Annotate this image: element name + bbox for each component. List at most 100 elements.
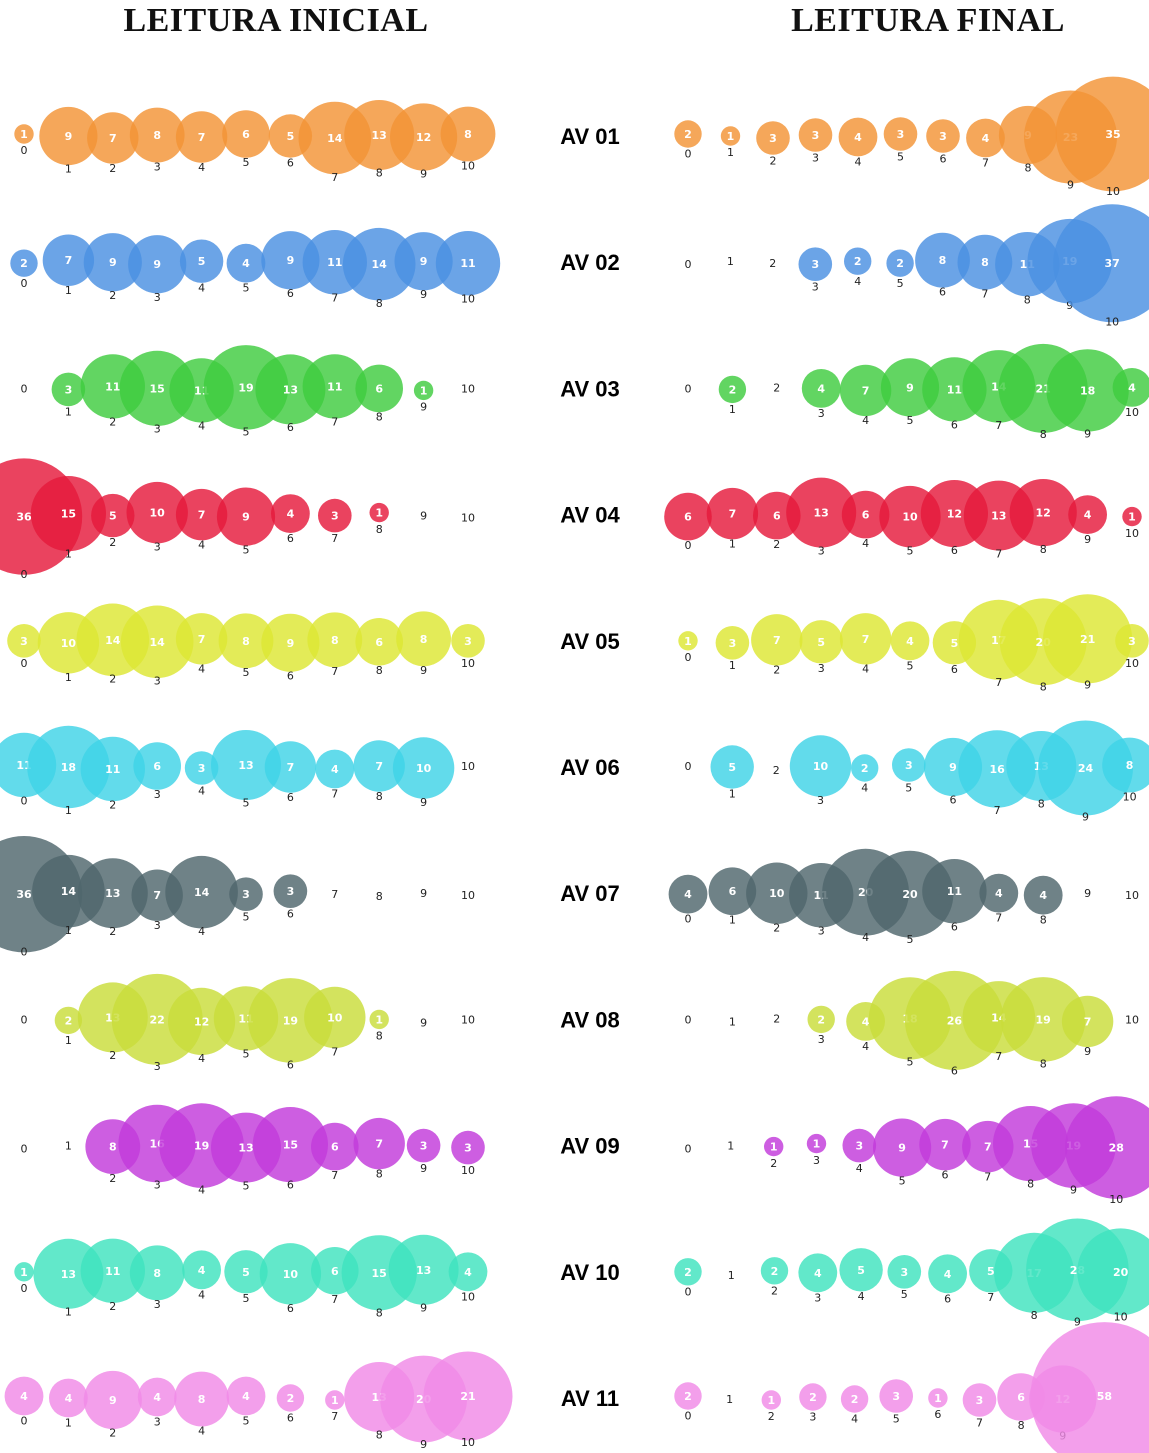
- x-tick-label: 4: [854, 275, 861, 288]
- bubble: [1061, 995, 1114, 1048]
- bubble: [184, 751, 219, 785]
- x-tick-label: 8: [1038, 798, 1045, 811]
- bubble-value-label: 9: [65, 130, 73, 143]
- bubble-value-label: 1: [375, 507, 383, 520]
- bubble-value-label: 4: [242, 1390, 250, 1403]
- x-tick-label: 6: [287, 908, 294, 921]
- x-tick-label: 4: [198, 1184, 205, 1197]
- x-tick-label: 4: [198, 663, 205, 676]
- x-tick-label: 2: [109, 536, 116, 549]
- bubble-value-label: 10: [61, 637, 77, 650]
- bubble-value-label: 18: [1080, 384, 1095, 397]
- bubble-value-label: 15: [61, 508, 76, 521]
- x-tick-label: 1: [65, 284, 72, 297]
- bubble: [304, 986, 366, 1049]
- x-tick-label: 9: [420, 1016, 427, 1029]
- bubble-value-label: 3: [420, 1140, 428, 1153]
- bubble-value-label: 7: [198, 131, 206, 144]
- x-tick-label: 7: [995, 676, 1002, 689]
- bubble: [1053, 204, 1149, 323]
- bubble-value-label: 19: [1036, 1013, 1051, 1026]
- bubble: [928, 1388, 948, 1408]
- bubble-value-label: 11: [947, 885, 962, 898]
- bubble-value-label: 3: [897, 128, 905, 141]
- x-tick-label: 2: [109, 289, 116, 302]
- x-tick-label: 4: [862, 537, 869, 550]
- bubble: [129, 107, 185, 163]
- x-tick-label: 6: [944, 1292, 951, 1305]
- bubble: [77, 858, 148, 929]
- x-tick-label: 7: [995, 912, 1002, 925]
- x-tick-label: 9: [1084, 679, 1091, 692]
- bubble-value-label: 8: [153, 1267, 161, 1280]
- x-tick-label: 5: [897, 150, 904, 163]
- x-tick-label: 9: [420, 168, 427, 181]
- x-tick-label: 10: [461, 760, 475, 773]
- bubble-value-label: 22: [150, 1013, 165, 1026]
- x-tick-label: 3: [154, 919, 161, 932]
- x-tick-label: 0: [685, 382, 692, 395]
- bubble: [226, 1376, 266, 1416]
- x-tick-label: 6: [951, 419, 958, 432]
- x-tick-label: 8: [1018, 1419, 1025, 1432]
- x-tick-label: 7: [984, 1170, 991, 1183]
- bubble: [880, 358, 940, 417]
- x-tick-label: 2: [771, 1285, 778, 1298]
- panel-final-row-2: 01233242586871181993710: [685, 204, 1149, 328]
- x-tick-label: 4: [851, 1413, 858, 1426]
- bubble-value-label: 7: [153, 889, 161, 902]
- x-tick-label: 7: [331, 532, 338, 545]
- x-tick-label: 0: [685, 258, 692, 271]
- bubble-value-label: 4: [464, 1266, 472, 1279]
- x-tick-label: 1: [65, 406, 72, 419]
- bubble: [355, 618, 404, 666]
- bubble-value-label: 9: [898, 1142, 906, 1155]
- x-tick-label: 10: [1114, 1311, 1128, 1324]
- title-leitura-inicial: LEITURA INICIAL: [123, 2, 429, 39]
- x-tick-label: 5: [907, 933, 914, 946]
- bubble-value-label: 8: [198, 1393, 206, 1406]
- bubble-value-label: 28: [1109, 1142, 1124, 1155]
- bubble-value-label: 7: [375, 1138, 383, 1151]
- bubble-value-label: 2: [65, 1014, 73, 1027]
- bubble-value-label: 15: [372, 1267, 387, 1280]
- x-tick-label: 9: [420, 288, 427, 301]
- bubble-value-label: 6: [331, 1141, 339, 1154]
- bubble: [798, 247, 833, 281]
- x-tick-label: 5: [901, 1288, 908, 1301]
- x-tick-label: 0: [685, 539, 692, 552]
- x-tick-label: 5: [243, 911, 250, 924]
- x-tick-label: 2: [773, 664, 780, 677]
- x-tick-label: 5: [243, 1292, 250, 1305]
- x-tick-label: 4: [198, 282, 205, 295]
- bubble: [315, 749, 355, 789]
- bubble: [137, 1377, 177, 1417]
- x-tick-label: 8: [376, 1307, 383, 1320]
- bubble-value-label: 1: [767, 1394, 775, 1407]
- bubble-value-label: 7: [65, 254, 73, 267]
- bubble: [678, 631, 698, 651]
- bubble-value-label: 9: [949, 761, 957, 774]
- x-tick-label: 7: [994, 804, 1001, 817]
- x-tick-label: 2: [773, 764, 780, 777]
- bubble: [1068, 495, 1107, 534]
- bubble: [120, 605, 194, 679]
- x-tick-label: 6: [287, 791, 294, 804]
- bubble: [271, 494, 310, 533]
- bubble-value-label: 20: [902, 888, 918, 901]
- bubble-value-label: 2: [809, 1391, 817, 1404]
- bubble-value-label: 10: [150, 507, 166, 520]
- bubble-value-label: 3: [905, 759, 913, 772]
- x-tick-label: 5: [243, 1048, 250, 1061]
- bubble-value-label: 2: [817, 1013, 825, 1026]
- x-tick-label: 2: [109, 798, 116, 811]
- x-tick-label: 0: [21, 277, 28, 290]
- bubble-value-label: 6: [684, 511, 692, 524]
- panel-final-row-8: 01223441852661471987910: [685, 970, 1139, 1077]
- bubble-value-label: 10: [327, 1011, 343, 1024]
- bubble: [798, 1253, 838, 1293]
